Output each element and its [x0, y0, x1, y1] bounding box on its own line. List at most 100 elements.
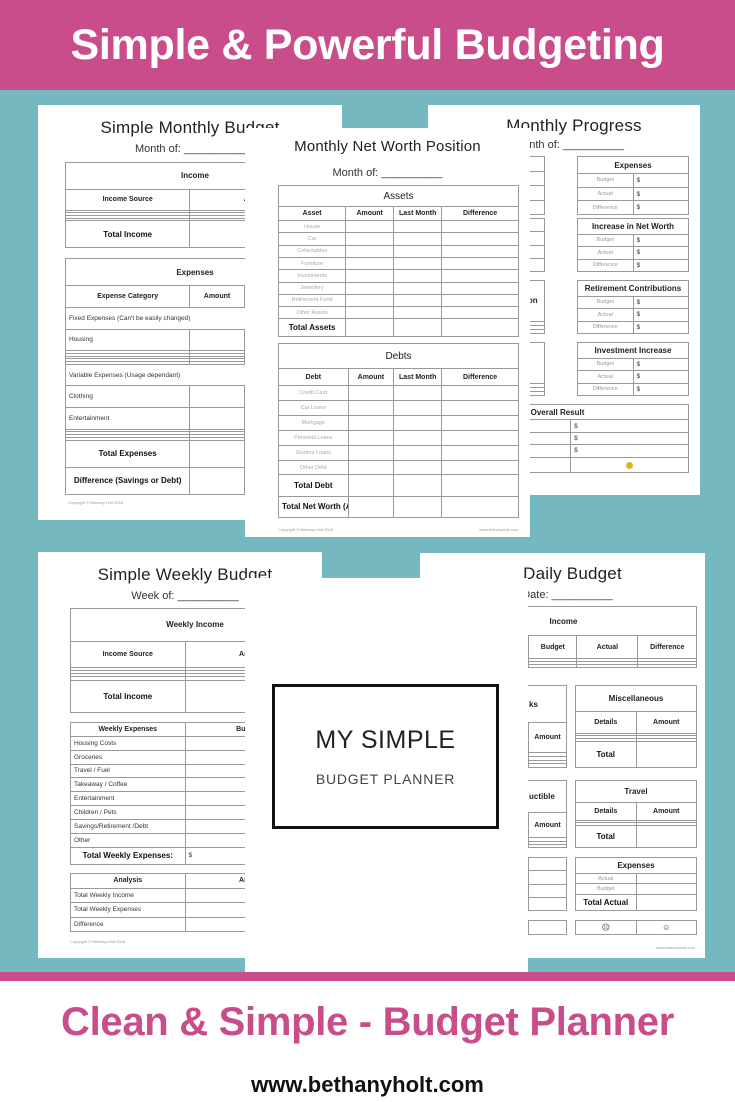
table-cell[interactable]	[527, 843, 568, 849]
table-cell[interactable]	[527, 896, 568, 912]
table-row: Difference $	[577, 320, 689, 335]
table-cell[interactable]	[441, 474, 519, 497]
table-cell[interactable]	[189, 350, 245, 354]
table-cell[interactable]	[189, 358, 245, 362]
table-cell[interactable]	[637, 664, 697, 668]
table-cell[interactable]	[441, 269, 519, 283]
table-cell[interactable]	[635, 740, 697, 769]
table-cell[interactable]	[189, 355, 245, 360]
table-cell[interactable]	[635, 872, 697, 885]
table-cell[interactable]	[393, 220, 443, 234]
table-row: Investment Increase	[577, 342, 689, 359]
table-grid: Increase in Net Worth Budget $ Actual $ Diffe…	[577, 218, 689, 273]
table-cell[interactable]	[635, 732, 697, 737]
table-row: Details Amount	[575, 711, 697, 734]
table-cell[interactable]	[393, 306, 443, 320]
table-cell[interactable]	[635, 824, 697, 849]
table-cell[interactable]	[345, 293, 395, 308]
table-cell: Total Expenses	[64, 439, 191, 468]
table-cell[interactable]	[393, 281, 443, 295]
table-cell[interactable]	[570, 456, 689, 474]
table-cell[interactable]	[347, 444, 395, 461]
table-cell[interactable]	[393, 385, 443, 402]
table-cell: Difference	[637, 635, 697, 660]
table-cell[interactable]	[345, 256, 395, 271]
table-cell[interactable]	[527, 856, 568, 872]
table-cell[interactable]	[527, 920, 568, 935]
table-cell[interactable]	[189, 328, 245, 352]
table-cell[interactable]	[441, 459, 519, 476]
table-cell[interactable]	[635, 735, 697, 739]
table-cell[interactable]	[347, 474, 395, 497]
table-cell: Furniture	[277, 256, 347, 271]
table-cell[interactable]	[189, 466, 245, 496]
copyright: Copyright © Bethany Holt 2018	[68, 500, 124, 505]
table-cell[interactable]	[441, 306, 519, 320]
table-cell[interactable]	[189, 385, 245, 409]
table-cell[interactable]	[441, 220, 519, 234]
table-cell[interactable]	[189, 352, 245, 357]
website-url[interactable]: www.bethanyholt.com	[251, 1072, 484, 1097]
table-cell[interactable]	[347, 459, 395, 476]
table-cell[interactable]	[635, 883, 697, 896]
table-cell[interactable]	[347, 385, 395, 402]
table-cell[interactable]	[345, 269, 395, 283]
table-cell[interactable]	[345, 232, 395, 246]
table-cell[interactable]	[347, 429, 395, 446]
table-cell[interactable]	[345, 318, 395, 337]
table-cell[interactable]	[527, 870, 568, 885]
table-cell[interactable]	[441, 429, 519, 446]
table-cell[interactable]	[441, 244, 519, 258]
table-row: Budget $	[577, 233, 689, 248]
table-cell[interactable]	[393, 415, 443, 431]
table-cell: Total Assets	[277, 318, 347, 337]
page-title: Daily Budget	[523, 564, 622, 583]
table-cell[interactable]	[189, 439, 245, 468]
table-cell[interactable]	[441, 400, 519, 417]
table-cell[interactable]	[393, 318, 443, 337]
table-cell[interactable]	[347, 415, 395, 431]
table-row	[575, 732, 697, 737]
table-cell[interactable]	[393, 459, 443, 476]
table-cell[interactable]	[393, 244, 443, 258]
table-cell[interactable]	[189, 434, 245, 438]
banner-title: Simple & Powerful Budgeting	[70, 20, 665, 69]
table-cell[interactable]	[345, 306, 395, 320]
table-cell[interactable]	[345, 244, 395, 258]
table-cell: Difference	[441, 368, 519, 387]
table-cell[interactable]	[393, 232, 443, 246]
table-cell[interactable]	[576, 664, 639, 668]
table-cell[interactable]	[393, 400, 443, 417]
table-cell[interactable]	[527, 883, 568, 898]
table-cell[interactable]	[441, 232, 519, 246]
table-cell[interactable]	[441, 281, 519, 295]
table-cell[interactable]	[345, 281, 395, 295]
table-cell[interactable]	[393, 429, 443, 446]
table-cell[interactable]	[635, 894, 697, 911]
table-cell[interactable]	[345, 220, 395, 234]
table-cell[interactable]	[393, 444, 443, 461]
table-cell[interactable]	[441, 293, 519, 308]
table-cell[interactable]	[441, 495, 519, 519]
table-cell[interactable]	[393, 256, 443, 271]
table-cell[interactable]	[441, 385, 519, 402]
table-cell[interactable]	[528, 664, 578, 668]
table-cell[interactable]	[393, 474, 443, 497]
table-cell[interactable]	[441, 318, 519, 337]
table-cell[interactable]	[189, 407, 245, 430]
table-cell[interactable]	[347, 400, 395, 417]
table-cell[interactable]	[527, 763, 568, 768]
table-cell[interactable]	[393, 495, 443, 519]
table-cell[interactable]	[441, 256, 519, 271]
table-cell[interactable]	[189, 431, 245, 436]
expenses-box: Expenses Budget $ Actual $ Difference $	[577, 155, 689, 215]
table-cell[interactable]	[635, 822, 697, 826]
table-cell[interactable]	[393, 293, 443, 308]
table-cell[interactable]	[441, 415, 519, 431]
table-cell[interactable]	[347, 495, 395, 519]
table-cell[interactable]	[441, 444, 519, 461]
table-row	[575, 735, 697, 739]
table-cell[interactable]	[393, 269, 443, 283]
table-cell[interactable]	[189, 428, 245, 433]
